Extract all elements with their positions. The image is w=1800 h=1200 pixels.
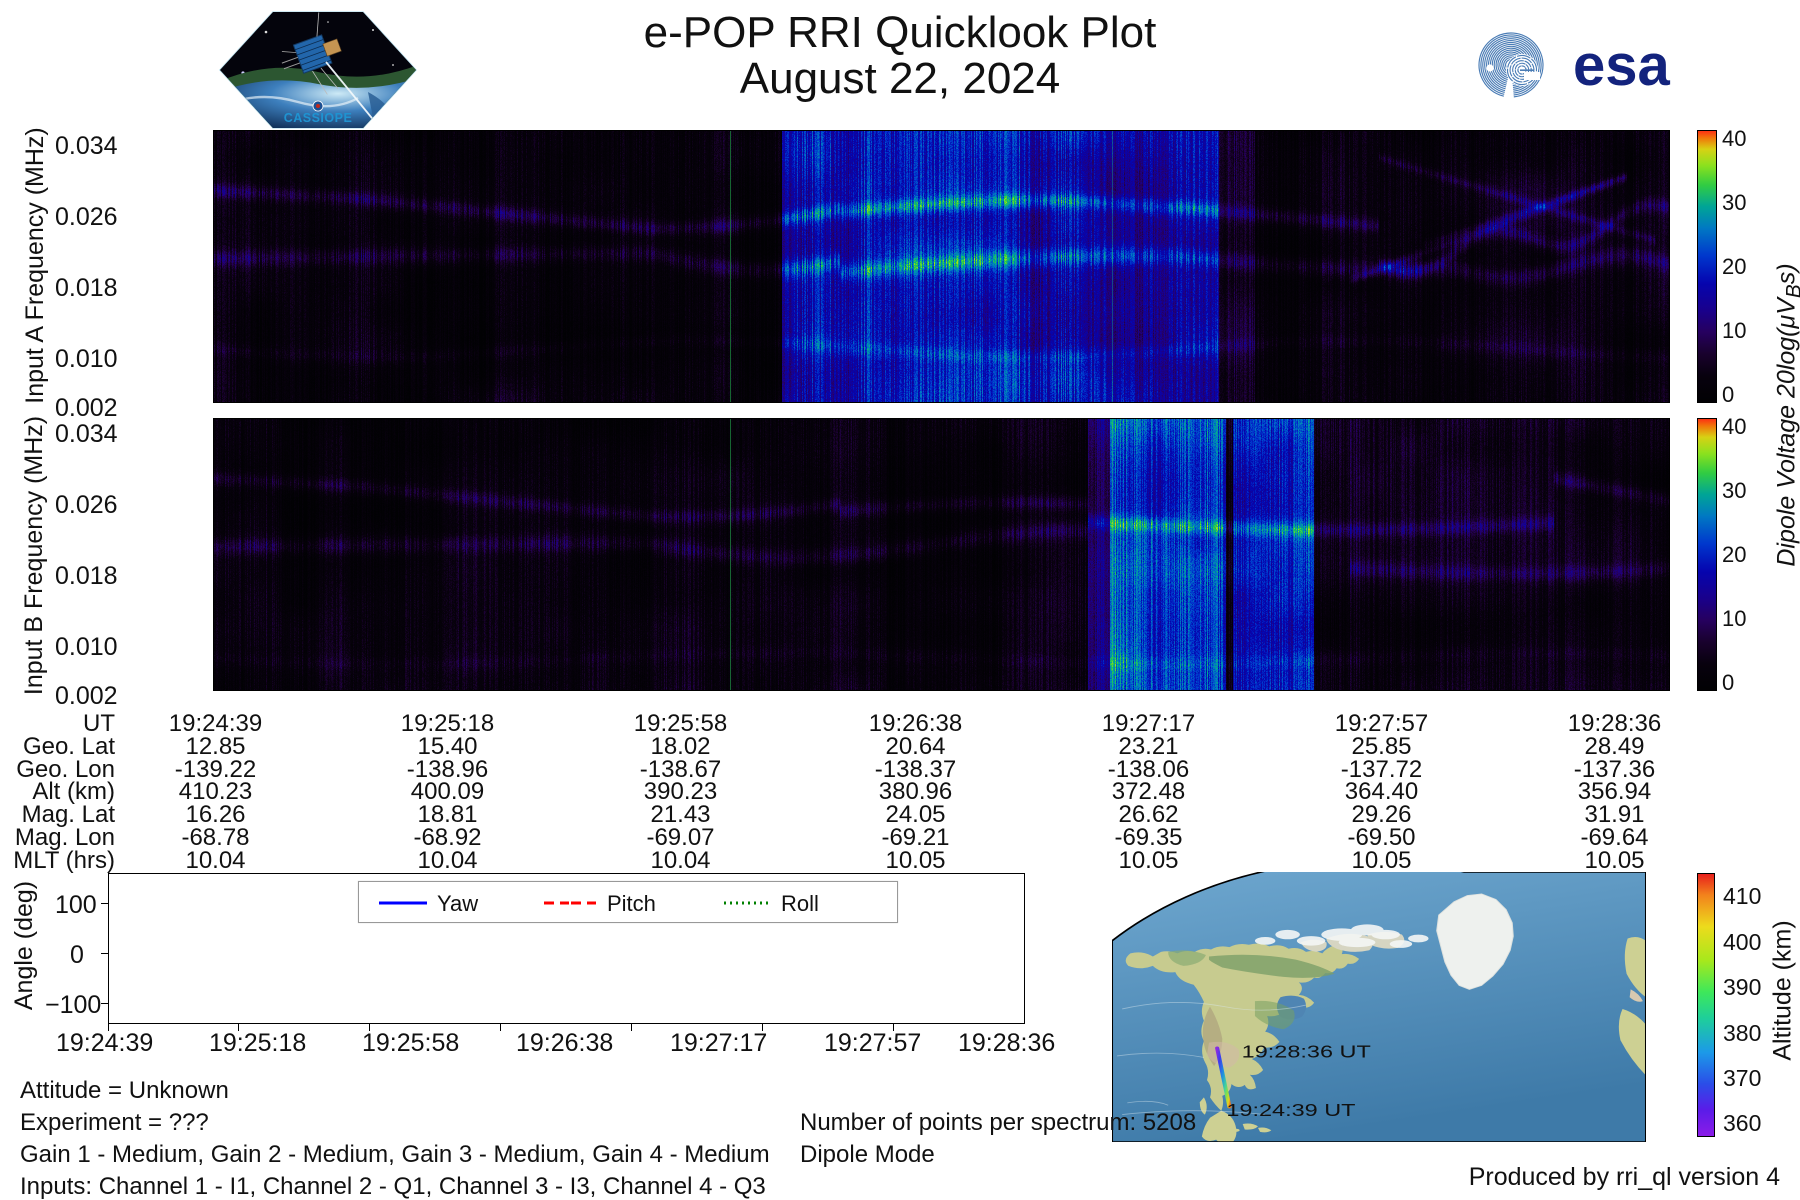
svg-text:Pitch: Pitch (607, 891, 656, 916)
svg-text:19:28:36 UT: 19:28:36 UT (1242, 1042, 1371, 1062)
svg-text:CASSIOPE: CASSIOPE (284, 111, 353, 125)
svg-text:esa: esa (1573, 33, 1671, 98)
svg-text:Yaw: Yaw (437, 891, 478, 916)
svg-text:19:24:39 UT: 19:24:39 UT (1226, 1101, 1355, 1121)
svg-text:Roll: Roll (781, 891, 819, 916)
